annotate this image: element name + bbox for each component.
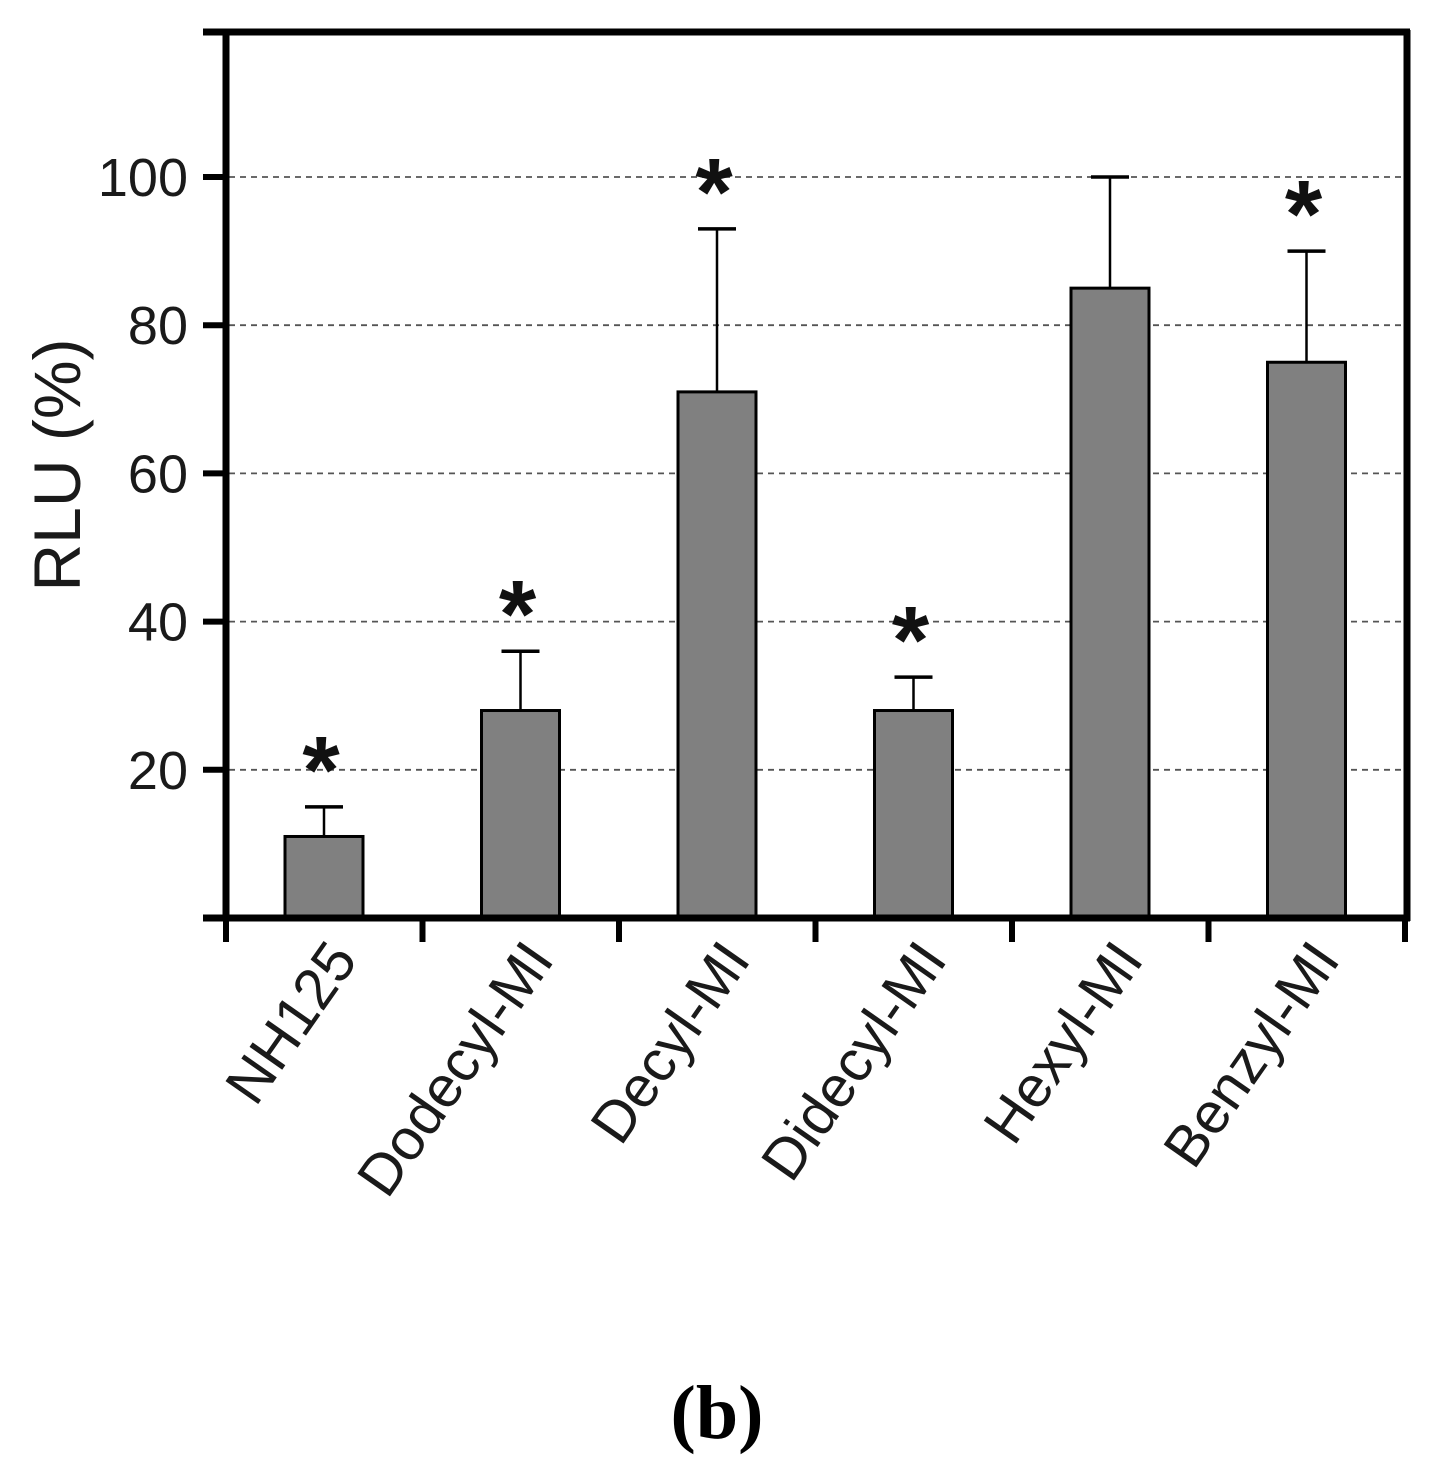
x-tick-label: Benzyl-MI [1151,930,1352,1178]
bar [1266,360,1347,920]
bar [873,709,954,920]
y-tick-label: 40 [128,593,188,653]
bars: * * * * * [283,139,1347,920]
axes [203,28,1411,922]
significance-marker: * [695,139,733,246]
bar [283,834,365,920]
y-axis-label: RLU (%) [20,338,94,591]
y-tick-label: 80 [128,296,188,356]
panel-label: (b) [671,1371,764,1455]
x-tick-label: Hexyl-MI [971,930,1155,1155]
significance-marker: * [302,717,340,824]
gridlines [229,176,1404,771]
y-ticks: 20 40 60 80 100 [98,148,226,801]
x-tick-label: Dodecyl-MI [345,930,566,1208]
y-tick-label: 100 [98,148,188,208]
x-tick-label: Didecyl-MI [749,930,959,1192]
x-tick-label: NH125 [213,930,370,1115]
bar [1069,286,1151,920]
bar [676,390,758,920]
bar [480,709,561,920]
y-tick-label: 20 [128,741,188,801]
y-tick-label: 60 [128,444,188,504]
significance-marker: * [892,587,930,694]
x-tick-label: Decyl-MI [578,930,762,1155]
significance-marker: * [1285,161,1323,268]
significance-marker: * [499,561,537,668]
